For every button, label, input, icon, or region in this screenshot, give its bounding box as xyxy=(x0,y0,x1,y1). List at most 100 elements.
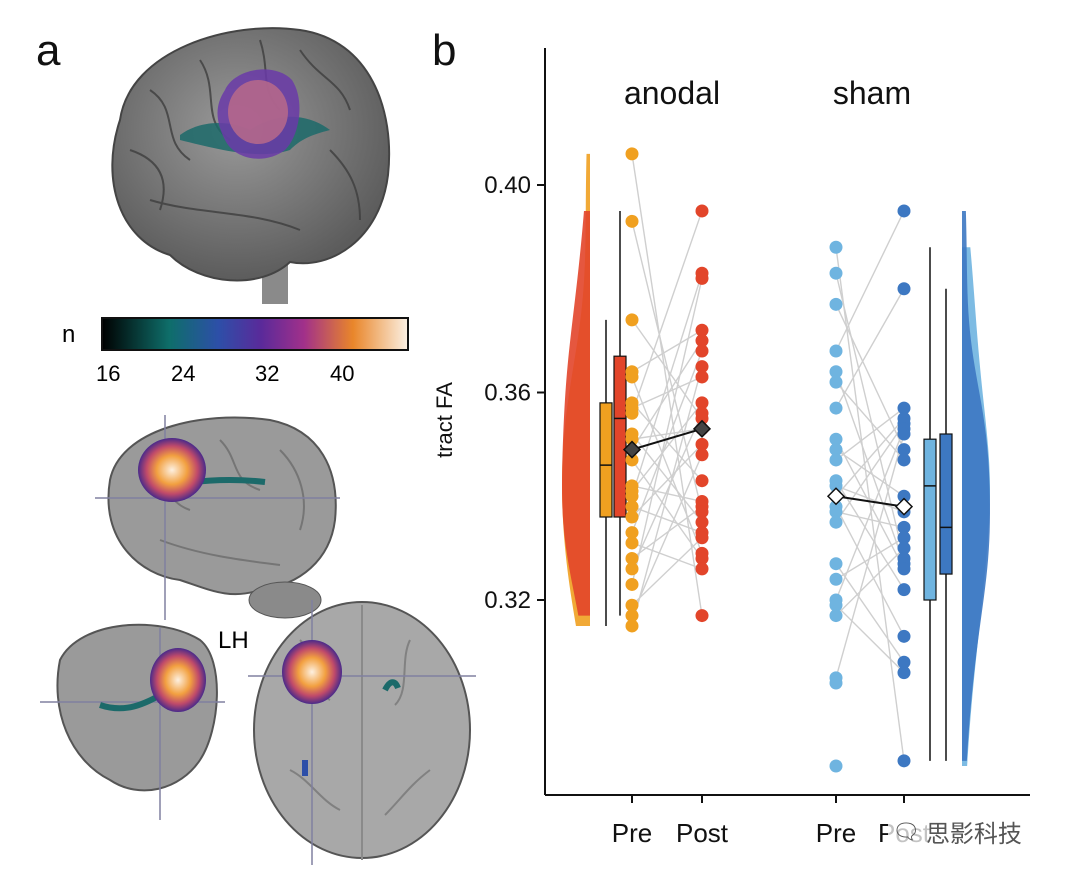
point-pre xyxy=(625,432,639,446)
point-post xyxy=(897,453,911,467)
point-post xyxy=(897,427,911,441)
y-tick-label: 0.36 xyxy=(484,380,531,407)
point-pre xyxy=(625,214,639,228)
subject-line xyxy=(835,371,905,564)
point-pre xyxy=(829,479,843,493)
point-post xyxy=(897,401,911,415)
subject-line xyxy=(631,340,703,450)
point-pre xyxy=(625,427,639,441)
subject-line xyxy=(835,288,905,409)
mean-marker xyxy=(692,419,712,438)
panel-a-letter: a xyxy=(36,26,61,75)
point-pre xyxy=(829,671,843,685)
point-pre xyxy=(625,577,639,591)
subject-line xyxy=(835,604,905,674)
subject-line xyxy=(631,221,703,512)
subject-line xyxy=(835,485,905,513)
point-post xyxy=(695,515,709,529)
density-post xyxy=(962,210,990,761)
point-pre xyxy=(829,401,843,415)
point-post xyxy=(695,422,709,436)
subject-line xyxy=(835,438,905,570)
point-post xyxy=(897,531,911,545)
colorbar-label: n xyxy=(62,321,75,348)
point-post xyxy=(695,344,709,358)
point-pre xyxy=(625,609,639,623)
point-pre xyxy=(829,676,843,690)
point-pre xyxy=(625,510,639,524)
mean-marker xyxy=(894,497,914,516)
point-pre xyxy=(829,505,843,519)
point-pre xyxy=(625,313,639,327)
subject-line xyxy=(835,448,905,497)
point-post xyxy=(695,334,709,348)
y-tick-label: 0.32 xyxy=(484,587,531,614)
colorbar-tick: 32 xyxy=(255,361,279,386)
subject-line xyxy=(631,272,703,497)
point-post xyxy=(695,370,709,384)
y-tick-label: 0.40 xyxy=(484,172,531,199)
point-post xyxy=(695,323,709,337)
subject-line xyxy=(631,433,703,523)
subject-line xyxy=(835,423,905,523)
point-pre xyxy=(829,598,843,612)
x-tick-label: Pre xyxy=(612,818,652,848)
subject-line xyxy=(631,376,703,554)
point-post xyxy=(897,204,911,218)
subject-line xyxy=(631,402,703,482)
subject-lines xyxy=(631,153,905,761)
coronal-slice xyxy=(40,623,225,820)
subject-line xyxy=(631,329,703,373)
point-post xyxy=(897,489,911,503)
box-body xyxy=(923,438,937,601)
point-pre xyxy=(625,619,639,633)
subject-line xyxy=(631,153,703,616)
point-post xyxy=(897,552,911,565)
point-pre xyxy=(625,526,639,540)
subject-line xyxy=(835,428,905,601)
subject-line xyxy=(835,304,905,450)
panel-a-figure: n 16 24 32 40 LH xyxy=(40,27,476,865)
point-post xyxy=(695,474,709,488)
density-clouds xyxy=(562,153,990,766)
subject-line xyxy=(835,547,905,617)
x-tick-label: Pre xyxy=(816,818,856,848)
mean-line xyxy=(631,427,703,451)
point-post xyxy=(695,411,709,425)
point-pre xyxy=(829,515,843,529)
mean-marker xyxy=(622,440,642,459)
point-post xyxy=(897,411,911,425)
point-post xyxy=(897,417,911,431)
colorbar-tick: 16 xyxy=(96,361,120,386)
density-pre xyxy=(562,153,590,626)
point-pre xyxy=(625,396,639,410)
subject-line xyxy=(835,381,905,461)
density-post xyxy=(562,210,590,616)
point-post xyxy=(897,557,911,571)
point-pre xyxy=(625,562,639,576)
subject-line xyxy=(835,511,905,529)
point-post xyxy=(897,541,911,555)
point-post xyxy=(695,204,709,218)
subject-line xyxy=(835,210,905,352)
watermark-text: 思影科技 xyxy=(925,821,1022,848)
box-body xyxy=(613,355,627,518)
x-tick-label: Post xyxy=(676,818,729,848)
subject-line xyxy=(631,376,703,409)
point-pre xyxy=(829,474,843,488)
point-pre xyxy=(625,365,639,379)
point-pre xyxy=(829,593,843,607)
point-pre xyxy=(829,432,843,446)
subject-line xyxy=(835,563,905,663)
colorbar-tick: 24 xyxy=(171,361,195,386)
boxplots xyxy=(599,210,953,761)
watermark: 🗨 思影科技 xyxy=(888,812,1026,851)
point-pre xyxy=(625,406,639,420)
point-pre xyxy=(829,453,843,467)
subject-line xyxy=(835,433,905,679)
point-post xyxy=(695,526,709,540)
point-post xyxy=(695,437,709,451)
point-pre xyxy=(829,365,843,379)
point-post xyxy=(897,583,911,597)
point-post xyxy=(695,609,709,623)
